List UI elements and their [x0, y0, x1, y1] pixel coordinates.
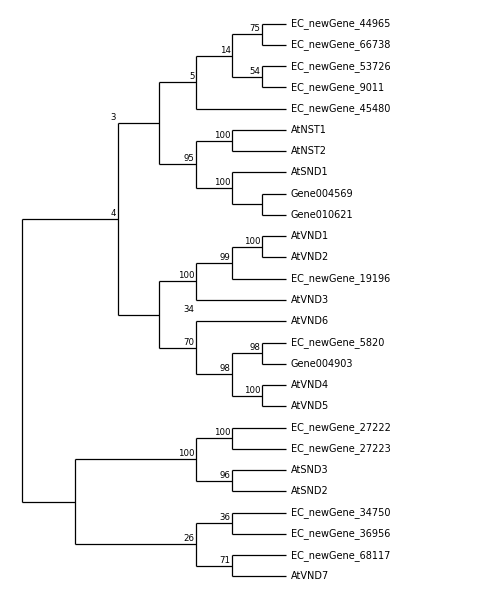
Text: 54: 54 [249, 67, 260, 76]
Text: AtVND3: AtVND3 [291, 295, 329, 305]
Text: AtSND3: AtSND3 [291, 465, 329, 475]
Text: 100: 100 [214, 178, 231, 187]
Text: EC_newGene_9011: EC_newGene_9011 [291, 82, 384, 93]
Text: 100: 100 [243, 386, 260, 395]
Text: 98: 98 [249, 343, 260, 352]
Text: 100: 100 [178, 271, 195, 280]
Text: AtVND5: AtVND5 [291, 401, 329, 411]
Text: EC_newGene_66738: EC_newGene_66738 [291, 40, 391, 50]
Text: EC_newGene_45480: EC_newGene_45480 [291, 103, 391, 114]
Text: EC_newGene_19196: EC_newGene_19196 [291, 273, 390, 284]
Text: Gene010621: Gene010621 [291, 210, 354, 220]
Text: AtSND2: AtSND2 [291, 487, 329, 496]
Text: 75: 75 [249, 24, 260, 33]
Text: 100: 100 [214, 131, 231, 140]
Text: 26: 26 [183, 535, 195, 544]
Text: 4: 4 [110, 209, 116, 218]
Text: 3: 3 [110, 113, 116, 122]
Text: 100: 100 [243, 237, 260, 246]
Text: EC_newGene_53726: EC_newGene_53726 [291, 61, 391, 71]
Text: EC_newGene_5820: EC_newGene_5820 [291, 337, 384, 348]
Text: 70: 70 [183, 338, 195, 347]
Text: EC_newGene_34750: EC_newGene_34750 [291, 507, 391, 518]
Text: AtVND7: AtVND7 [291, 571, 329, 581]
Text: EC_newGene_36956: EC_newGene_36956 [291, 529, 391, 539]
Text: AtVND4: AtVND4 [291, 380, 329, 390]
Text: Gene004569: Gene004569 [291, 189, 354, 199]
Text: EC_newGene_68117: EC_newGene_68117 [291, 550, 391, 560]
Text: AtVND6: AtVND6 [291, 316, 329, 326]
Text: Gene004903: Gene004903 [291, 359, 353, 369]
Text: AtVND1: AtVND1 [291, 231, 329, 241]
Text: 98: 98 [220, 364, 231, 373]
Text: 14: 14 [220, 46, 231, 55]
Text: 95: 95 [183, 154, 195, 163]
Text: AtNST1: AtNST1 [291, 125, 327, 135]
Text: AtNST2: AtNST2 [291, 146, 327, 156]
Text: EC_newGene_44965: EC_newGene_44965 [291, 18, 391, 29]
Text: 99: 99 [220, 253, 231, 262]
Text: 96: 96 [220, 471, 231, 480]
Text: 34: 34 [183, 305, 195, 314]
Text: 71: 71 [220, 556, 231, 565]
Text: 100: 100 [178, 449, 195, 458]
Text: AtVND2: AtVND2 [291, 253, 329, 262]
Text: AtSND1: AtSND1 [291, 167, 329, 178]
Text: EC_newGene_27223: EC_newGene_27223 [291, 443, 391, 454]
Text: 36: 36 [220, 513, 231, 522]
Text: EC_newGene_27222: EC_newGene_27222 [291, 422, 391, 433]
Text: 5: 5 [189, 72, 195, 81]
Text: 100: 100 [214, 428, 231, 437]
